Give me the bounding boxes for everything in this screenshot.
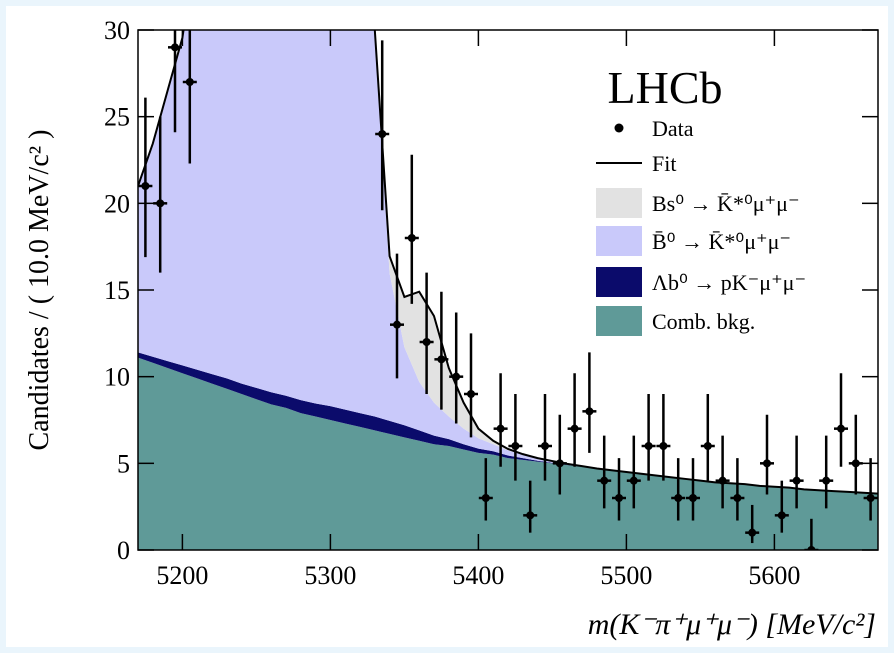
data-point xyxy=(511,442,520,450)
y-tick-label: 0 xyxy=(117,536,130,565)
data-point xyxy=(777,511,786,520)
data-point xyxy=(422,338,431,346)
y-tick-label: 15 xyxy=(104,276,130,305)
legend-swatch xyxy=(596,188,642,218)
legend-swatch xyxy=(596,267,642,297)
data-point xyxy=(171,43,179,52)
legend-label: Bs⁰ → K̄*⁰μ⁺μ⁻ xyxy=(652,191,800,216)
annotation: LHCb xyxy=(608,62,723,113)
data-point xyxy=(629,476,638,485)
data-point xyxy=(748,528,757,537)
x-tick-label: 5200 xyxy=(156,561,208,590)
data-point xyxy=(407,234,416,242)
legend-label: Λb⁰ → pK⁻μ⁺μ⁻ xyxy=(652,270,806,295)
x-axis-title: m(K⁻π⁺μ⁺μ⁻) [MeV/c²] xyxy=(588,608,876,641)
data-point xyxy=(585,407,594,416)
data-point xyxy=(822,476,831,485)
legend-swatch xyxy=(596,226,642,256)
data-point xyxy=(555,459,564,468)
data-point xyxy=(570,424,579,433)
data-point xyxy=(156,199,165,208)
data-point xyxy=(837,424,845,433)
data-point xyxy=(703,442,712,450)
x-tick-label: 5600 xyxy=(748,561,800,590)
legend-swatch xyxy=(596,306,642,336)
y-axis-title: Candidates / ( 10.0 MeV/c² ) xyxy=(24,130,55,451)
data-point xyxy=(600,476,609,485)
legend-marker xyxy=(614,123,624,133)
legend-label: B̄⁰ → K̄*⁰μ⁺μ⁻ xyxy=(652,229,791,254)
legend-label: Comb. bkg. xyxy=(652,309,755,334)
area xyxy=(138,30,878,494)
data-point xyxy=(541,442,549,450)
x-tick-label: 5300 xyxy=(304,561,356,590)
y-tick-label: 30 xyxy=(104,16,130,45)
x-tick-label: 5400 xyxy=(452,561,504,590)
data-point xyxy=(644,442,653,450)
y-tick-label: 10 xyxy=(104,363,130,392)
y-tick-label: 25 xyxy=(104,103,130,132)
legend-label: Data xyxy=(652,116,694,141)
legend-label: Fit xyxy=(652,151,676,176)
data-point xyxy=(467,390,475,398)
data-point xyxy=(481,494,490,502)
x-tick-label: 5500 xyxy=(600,561,652,590)
data-point xyxy=(807,546,816,550)
data-point xyxy=(615,494,623,502)
data-point xyxy=(733,494,742,502)
data-point xyxy=(792,476,801,485)
data-point xyxy=(659,442,668,450)
data-point xyxy=(866,494,875,502)
data-point xyxy=(851,459,860,468)
plot-area xyxy=(138,30,878,550)
data-point xyxy=(526,511,535,520)
y-tick-label: 5 xyxy=(117,449,130,478)
data-point xyxy=(452,372,461,381)
data-point xyxy=(141,182,150,190)
data-point xyxy=(185,78,194,86)
y-tick-label: 20 xyxy=(104,189,130,218)
data-point xyxy=(496,424,505,433)
fit-line xyxy=(138,30,878,495)
data-point xyxy=(763,459,771,468)
data-point xyxy=(437,355,446,364)
data-point xyxy=(689,494,697,502)
data-point xyxy=(378,130,387,138)
data-point xyxy=(718,476,727,485)
data-point xyxy=(393,320,401,329)
data-point xyxy=(674,494,683,502)
